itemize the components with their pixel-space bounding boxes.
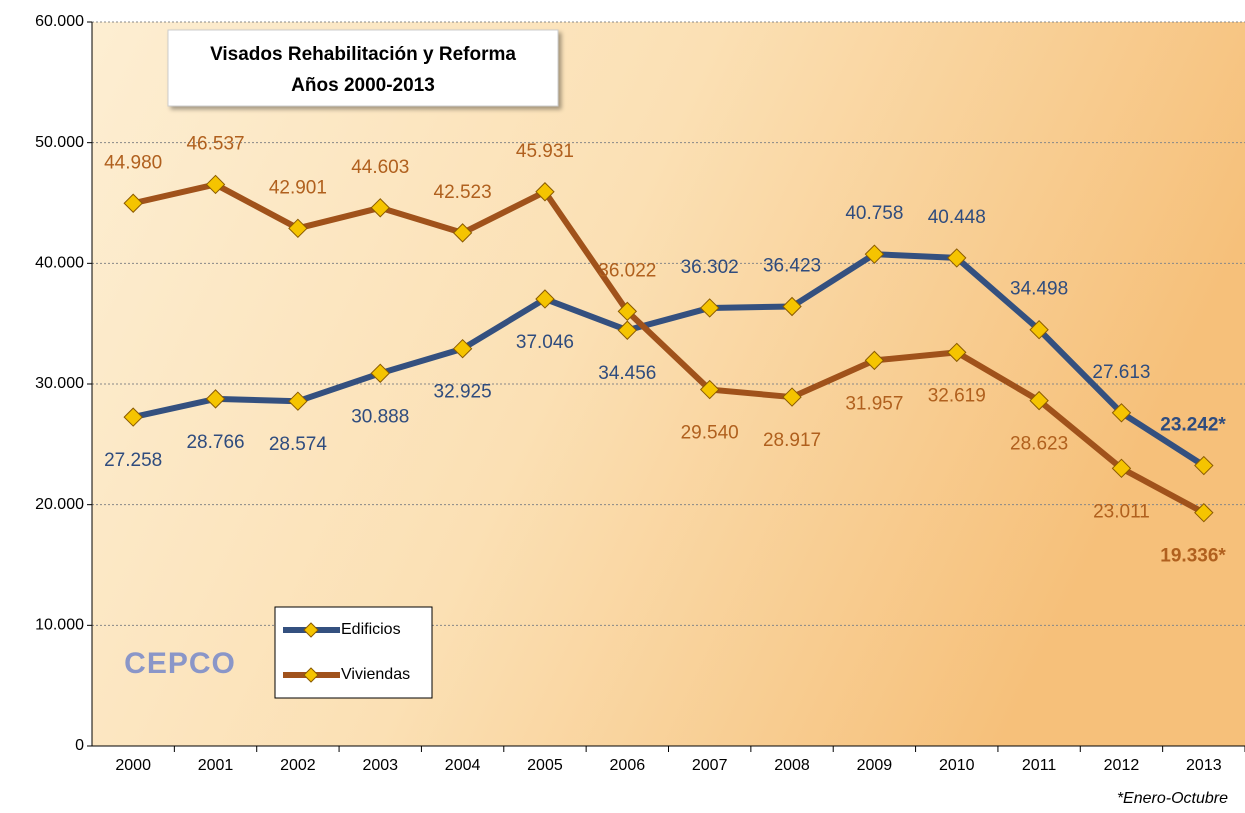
title-box <box>167 29 559 107</box>
data-label: 32.619 <box>928 385 986 406</box>
legend-marker <box>303 622 319 638</box>
marker <box>947 342 967 363</box>
marker <box>123 193 143 213</box>
marker <box>452 223 473 243</box>
marker <box>617 301 638 322</box>
data-label: 29.540 <box>681 423 739 444</box>
marker <box>205 174 226 195</box>
marker <box>452 338 473 359</box>
marker <box>1194 455 1214 476</box>
data-label: 34.456 <box>598 363 656 384</box>
y-tick-label: 60.000 <box>35 13 84 30</box>
series-line <box>132 251 1206 469</box>
data-label: 45.931 <box>516 141 574 162</box>
legend-label: Viviendas <box>341 666 410 683</box>
x-tick-label: 2001 <box>198 757 234 774</box>
series-line <box>132 181 1206 516</box>
marker <box>1194 502 1214 523</box>
x-tick-label: 2004 <box>445 757 481 774</box>
data-label: 46.537 <box>186 133 244 154</box>
marker <box>1029 320 1049 340</box>
x-tick-label: 2011 <box>1022 757 1057 774</box>
data-label: 36.022 <box>598 260 656 281</box>
y-tick-label: 0 <box>75 737 84 754</box>
marker <box>535 182 555 202</box>
marker <box>1029 390 1049 411</box>
x-tick-label: 2010 <box>939 757 975 774</box>
x-tick-label: 2008 <box>774 757 810 774</box>
data-label: 44.980 <box>104 152 162 173</box>
x-tick-label: 2012 <box>1104 757 1140 774</box>
chart-subtitle: Años 2000-2013 <box>291 75 435 96</box>
data-label: 30.888 <box>351 406 409 427</box>
footnote: *Enero-Octubre <box>1117 790 1228 807</box>
y-tick-label: 10.000 <box>35 617 84 634</box>
x-tick-label: 2002 <box>280 757 316 774</box>
x-tick-label: 2005 <box>527 757 563 774</box>
data-label: 23.242* <box>1160 415 1226 436</box>
x-tick-label: 2006 <box>610 757 646 774</box>
y-tick-label: 30.000 <box>35 375 84 392</box>
data-label: 36.302 <box>681 257 739 278</box>
marker <box>699 379 720 400</box>
data-label: 27.258 <box>104 450 162 471</box>
marker <box>947 248 967 268</box>
data-label: 32.925 <box>434 382 492 403</box>
marker <box>205 389 226 409</box>
marker <box>864 244 885 264</box>
legend-marker <box>303 667 319 683</box>
data-label: 28.623 <box>1010 434 1068 455</box>
data-label: 44.603 <box>351 157 409 178</box>
marker <box>370 363 390 383</box>
data-label: 37.046 <box>516 332 574 353</box>
data-label: 31.957 <box>845 393 903 414</box>
marker <box>782 387 802 407</box>
marker <box>699 298 720 318</box>
data-label: 36.423 <box>763 256 821 277</box>
marker <box>617 320 638 340</box>
y-tick-label: 40.000 <box>35 255 84 272</box>
data-label: 42.523 <box>434 182 492 203</box>
x-tick-label: 2003 <box>362 757 398 774</box>
marker <box>288 391 308 411</box>
marker <box>370 198 390 218</box>
data-label: 28.917 <box>763 430 821 451</box>
marker <box>535 289 555 309</box>
y-tick-label: 20.000 <box>35 496 84 513</box>
data-label: 23.011 <box>1093 501 1150 522</box>
data-label: 27.613 <box>1092 362 1150 383</box>
logo: CEPCO <box>124 647 236 680</box>
data-label: 19.336* <box>1160 546 1226 567</box>
data-label: 28.574 <box>269 434 328 455</box>
marker <box>864 350 885 371</box>
data-label: 40.758 <box>845 203 903 224</box>
legend <box>274 606 433 699</box>
chart-title: Visados Rehabilitación y Reforma <box>210 44 516 65</box>
data-label: 40.448 <box>928 207 986 228</box>
y-tick-label: 50.000 <box>35 134 84 151</box>
marker <box>782 296 802 317</box>
marker <box>1111 403 1132 423</box>
legend-label: Edificios <box>341 621 401 638</box>
x-tick-label: 2000 <box>115 757 151 774</box>
data-label: 34.498 <box>1010 279 1068 300</box>
x-tick-label: 2013 <box>1186 757 1222 774</box>
x-tick-label: 2009 <box>857 757 893 774</box>
marker <box>1111 458 1132 479</box>
marker <box>123 407 143 427</box>
data-label: 42.901 <box>269 177 327 198</box>
x-tick-label: 2007 <box>692 757 728 774</box>
marker <box>288 218 308 239</box>
data-label: 28.766 <box>186 432 244 453</box>
